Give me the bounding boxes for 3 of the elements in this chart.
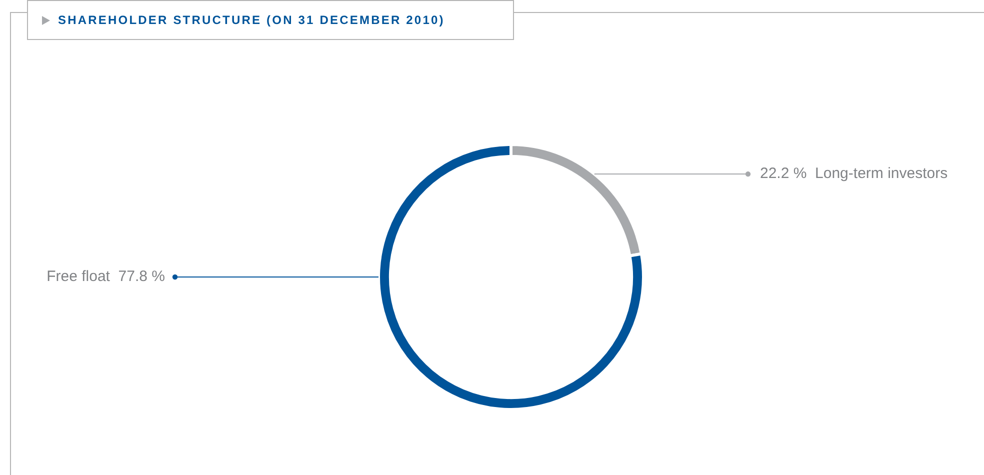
legend-label: 22.2 % Long-term investors [760,165,948,182]
chart-title: SHAREHOLDER STRUCTURE (ON 31 DECEMBER 2010) [58,13,445,27]
slice-label: Free float 77.8 % [46,268,165,286]
